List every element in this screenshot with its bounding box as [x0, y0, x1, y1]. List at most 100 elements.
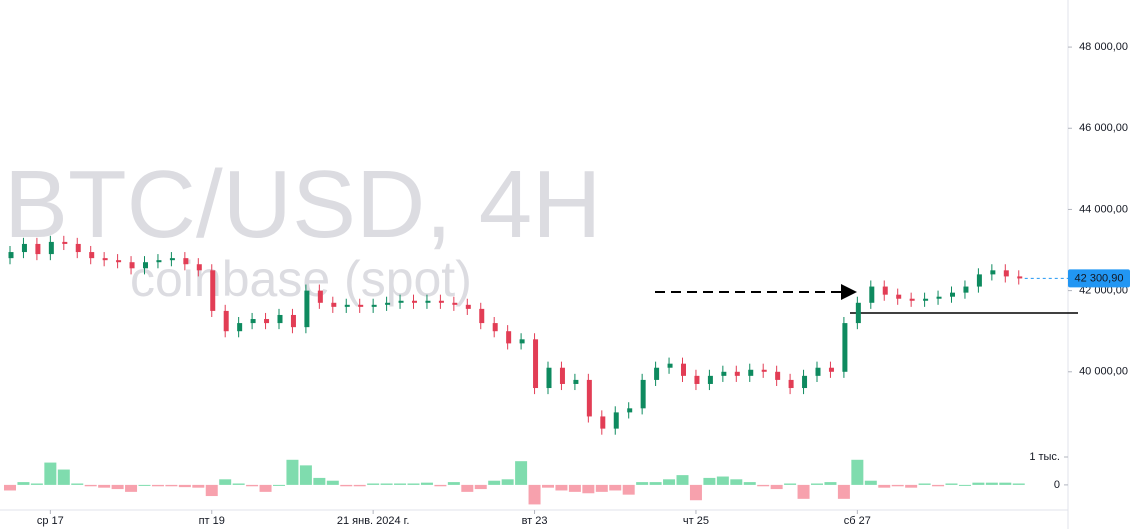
- candle-body: [143, 262, 148, 269]
- volume-bar: [528, 484, 541, 505]
- volume-bar: [716, 476, 729, 485]
- candle-body: [896, 294, 902, 299]
- watermark-subtitle: coinbase (spot): [130, 251, 472, 307]
- candle-body: [89, 252, 95, 259]
- volume-tick-label: 0: [1054, 479, 1060, 491]
- volume-bar: [340, 484, 353, 487]
- candle-body: [21, 243, 27, 253]
- candle-body: [506, 331, 512, 344]
- volume-bar: [353, 484, 366, 487]
- volume-bar: [313, 477, 326, 485]
- volume-bar: [259, 484, 272, 492]
- candle-body: [613, 412, 619, 429]
- volume-bar: [192, 484, 205, 488]
- volume-bar: [394, 483, 407, 485]
- candle-body: [802, 375, 808, 389]
- candle-body: [627, 408, 633, 413]
- candle-body: [748, 369, 754, 376]
- volume-bar: [797, 484, 810, 499]
- candle-body: [412, 300, 417, 303]
- candle-body: [855, 302, 861, 324]
- candle-body: [990, 270, 996, 275]
- y-tick-label: 40 000,00: [1079, 366, 1128, 378]
- volume-bar: [205, 484, 218, 497]
- volume-bar: [864, 480, 877, 485]
- candle-body: [129, 262, 135, 269]
- volume-bar: [299, 465, 312, 485]
- volume-bar: [367, 483, 380, 485]
- volume-bar: [555, 484, 568, 491]
- volume-bar: [273, 484, 285, 486]
- candle-body: [304, 290, 310, 328]
- volume-bar: [932, 484, 945, 487]
- candle-body: [358, 304, 364, 307]
- volume-bar: [84, 484, 97, 487]
- candle-body: [196, 264, 202, 271]
- volume-bar: [474, 484, 487, 490]
- volume-bar: [743, 482, 756, 485]
- candle-body: [707, 375, 713, 384]
- volume-bar: [111, 484, 124, 490]
- volume-bar: [999, 482, 1012, 485]
- volume-bar: [501, 479, 514, 485]
- candle-body: [788, 379, 794, 389]
- candle-body: [223, 310, 229, 332]
- candle-body: [963, 286, 969, 293]
- candle-body: [734, 371, 740, 376]
- volume-bar: [811, 483, 823, 485]
- candle-body: [1017, 276, 1023, 279]
- candle-body: [559, 367, 565, 384]
- volume-bar: [663, 479, 676, 485]
- volume-bar: [71, 483, 84, 485]
- volume-bar: [30, 483, 43, 485]
- candle-body: [815, 367, 821, 376]
- candle-body: [600, 416, 606, 429]
- candle-body: [290, 314, 296, 328]
- y-tick-label: 42 000,00: [1079, 285, 1128, 297]
- candle-body: [116, 260, 122, 263]
- candle-body: [640, 379, 646, 409]
- candle-body: [183, 258, 189, 265]
- volume-bar: [17, 482, 30, 485]
- candle-body: [102, 258, 108, 261]
- volume-bar: [958, 484, 971, 486]
- volume-bar: [57, 469, 70, 485]
- volume-bar: [757, 484, 770, 487]
- candle-body: [371, 304, 377, 307]
- candle-body: [237, 323, 243, 332]
- volume-bar: [770, 484, 783, 490]
- candle-body: [586, 379, 592, 417]
- volume-bar: [286, 459, 299, 485]
- volume-bar: [609, 484, 622, 491]
- candle-body: [869, 286, 875, 303]
- volume-bar: [676, 475, 689, 485]
- candle-body: [479, 308, 485, 324]
- x-tick-label: сб 27: [844, 515, 871, 527]
- candle-body: [950, 292, 955, 297]
- candle-body: [667, 363, 673, 368]
- candle-body: [62, 241, 68, 244]
- candle-body: [264, 319, 270, 324]
- candle-body: [775, 371, 781, 380]
- candle-body: [573, 379, 579, 384]
- volume-bar: [125, 484, 138, 492]
- x-tick-label: пт 19: [199, 515, 225, 527]
- volume-bar: [582, 484, 595, 494]
- volume-bar: [434, 484, 447, 487]
- candle-body: [976, 274, 982, 287]
- volume-bar: [98, 484, 111, 488]
- last-price-badge: [1068, 269, 1130, 288]
- candle-body: [694, 375, 700, 384]
- candle-body: [546, 367, 552, 389]
- volume-bar: [649, 482, 662, 485]
- candle-body: [169, 258, 175, 261]
- candle-body: [398, 300, 404, 303]
- volume-bar: [461, 484, 474, 492]
- volume-bar: [595, 484, 608, 492]
- candle-body: [156, 260, 162, 263]
- candle-body: [425, 300, 431, 303]
- x-tick-label: ср 17: [37, 515, 64, 527]
- volume-bar: [851, 459, 864, 485]
- volume-bar: [837, 484, 850, 499]
- volume-bar: [878, 484, 891, 488]
